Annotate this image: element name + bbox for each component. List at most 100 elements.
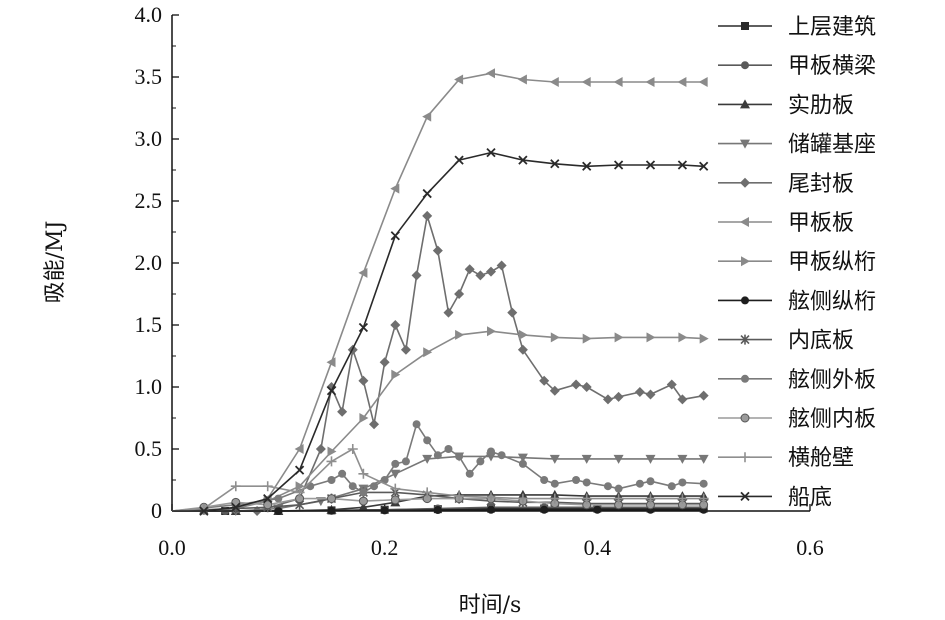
data-point xyxy=(380,506,389,515)
data-point xyxy=(412,420,421,429)
data-point xyxy=(422,111,432,122)
data-point xyxy=(423,436,432,445)
series-10 xyxy=(171,420,708,512)
legend-item: 舷侧外板 xyxy=(718,368,876,393)
series-5 xyxy=(172,210,709,516)
legend-item: 舷侧纵桁 xyxy=(718,289,876,314)
data-point xyxy=(677,160,688,170)
legend-marker xyxy=(741,22,749,30)
data-point xyxy=(294,444,304,454)
y-tick-label: 3.0 xyxy=(135,126,163,151)
data-point xyxy=(507,307,518,318)
data-point xyxy=(677,394,688,405)
data-point xyxy=(327,476,336,484)
legend-item: 甲板纵桁 xyxy=(718,250,876,275)
x-tick-label: 0.2 xyxy=(371,535,399,560)
data-point xyxy=(358,468,369,479)
data-point xyxy=(327,494,336,504)
legend-label: 舷侧纵桁 xyxy=(788,289,876,314)
legend-item: 储罐基座 xyxy=(718,133,876,158)
data-point xyxy=(613,76,623,87)
legend-marker xyxy=(740,177,750,188)
data-point xyxy=(294,465,305,475)
y-tick-label: 4.0 xyxy=(135,2,163,27)
data-point xyxy=(390,183,400,194)
data-point xyxy=(571,379,582,390)
data-point xyxy=(582,333,592,344)
legend-marker xyxy=(741,256,750,267)
data-point xyxy=(549,454,560,464)
data-point xyxy=(677,493,688,504)
data-point xyxy=(496,260,507,271)
data-point xyxy=(464,264,475,275)
data-point xyxy=(646,477,655,486)
data-point xyxy=(390,469,401,479)
data-point xyxy=(699,161,709,171)
data-point xyxy=(645,160,656,170)
data-point xyxy=(698,76,708,87)
data-point xyxy=(199,506,209,516)
data-point xyxy=(613,160,624,170)
data-point xyxy=(549,76,559,87)
legend-marker xyxy=(741,296,749,305)
data-point xyxy=(454,491,465,502)
data-point xyxy=(487,447,495,456)
legend-label: 甲板横梁 xyxy=(788,54,876,79)
legend-item: 横舱壁 xyxy=(718,446,854,471)
data-point xyxy=(358,375,369,386)
data-point xyxy=(455,452,464,461)
data-point xyxy=(455,329,465,340)
data-point xyxy=(645,389,656,400)
x-tick-label: 0.6 xyxy=(796,535,824,560)
y-tick-label: 1.5 xyxy=(135,312,163,337)
legend-label: 实肋板 xyxy=(788,93,854,118)
legend-item: 内底板 xyxy=(718,329,854,354)
data-point xyxy=(230,481,241,492)
data-point xyxy=(517,453,528,463)
data-point xyxy=(379,357,390,368)
legend-marker xyxy=(740,413,750,423)
data-point xyxy=(699,479,708,488)
data-point xyxy=(581,454,592,464)
series-line xyxy=(171,497,704,512)
series-6 xyxy=(172,68,708,516)
data-point xyxy=(347,444,358,454)
data-point xyxy=(274,507,283,515)
data-point xyxy=(699,333,709,344)
legend-marker xyxy=(740,491,750,502)
data-point xyxy=(475,270,486,281)
data-point xyxy=(400,344,411,355)
data-point xyxy=(433,506,442,515)
data-point xyxy=(572,476,581,484)
data-point xyxy=(326,456,337,467)
data-point xyxy=(550,332,560,343)
y-tick-label: 0 xyxy=(151,498,162,523)
legend-label: 横舱壁 xyxy=(788,446,854,471)
data-point xyxy=(518,459,527,468)
data-point xyxy=(369,419,380,430)
data-point xyxy=(667,482,676,491)
y-tick-label: 0.5 xyxy=(135,436,163,461)
data-point xyxy=(614,484,623,493)
data-point xyxy=(306,482,315,491)
y-tick-label: 3.5 xyxy=(135,64,163,89)
data-point xyxy=(698,454,709,464)
data-point xyxy=(635,479,644,488)
legend-item: 尾封板 xyxy=(718,172,854,197)
data-point xyxy=(315,444,326,454)
series-line xyxy=(172,330,704,512)
data-point xyxy=(338,469,347,478)
data-point xyxy=(358,322,369,333)
series-line xyxy=(172,151,704,512)
data-point xyxy=(487,326,496,337)
data-point xyxy=(390,231,400,241)
x-tick-label: 0.4 xyxy=(584,535,612,560)
data-point xyxy=(486,266,496,277)
data-point xyxy=(391,369,401,380)
data-point xyxy=(454,289,465,299)
data-point xyxy=(231,502,241,512)
data-point xyxy=(486,68,495,79)
data-point xyxy=(326,386,337,396)
data-point xyxy=(432,245,443,256)
